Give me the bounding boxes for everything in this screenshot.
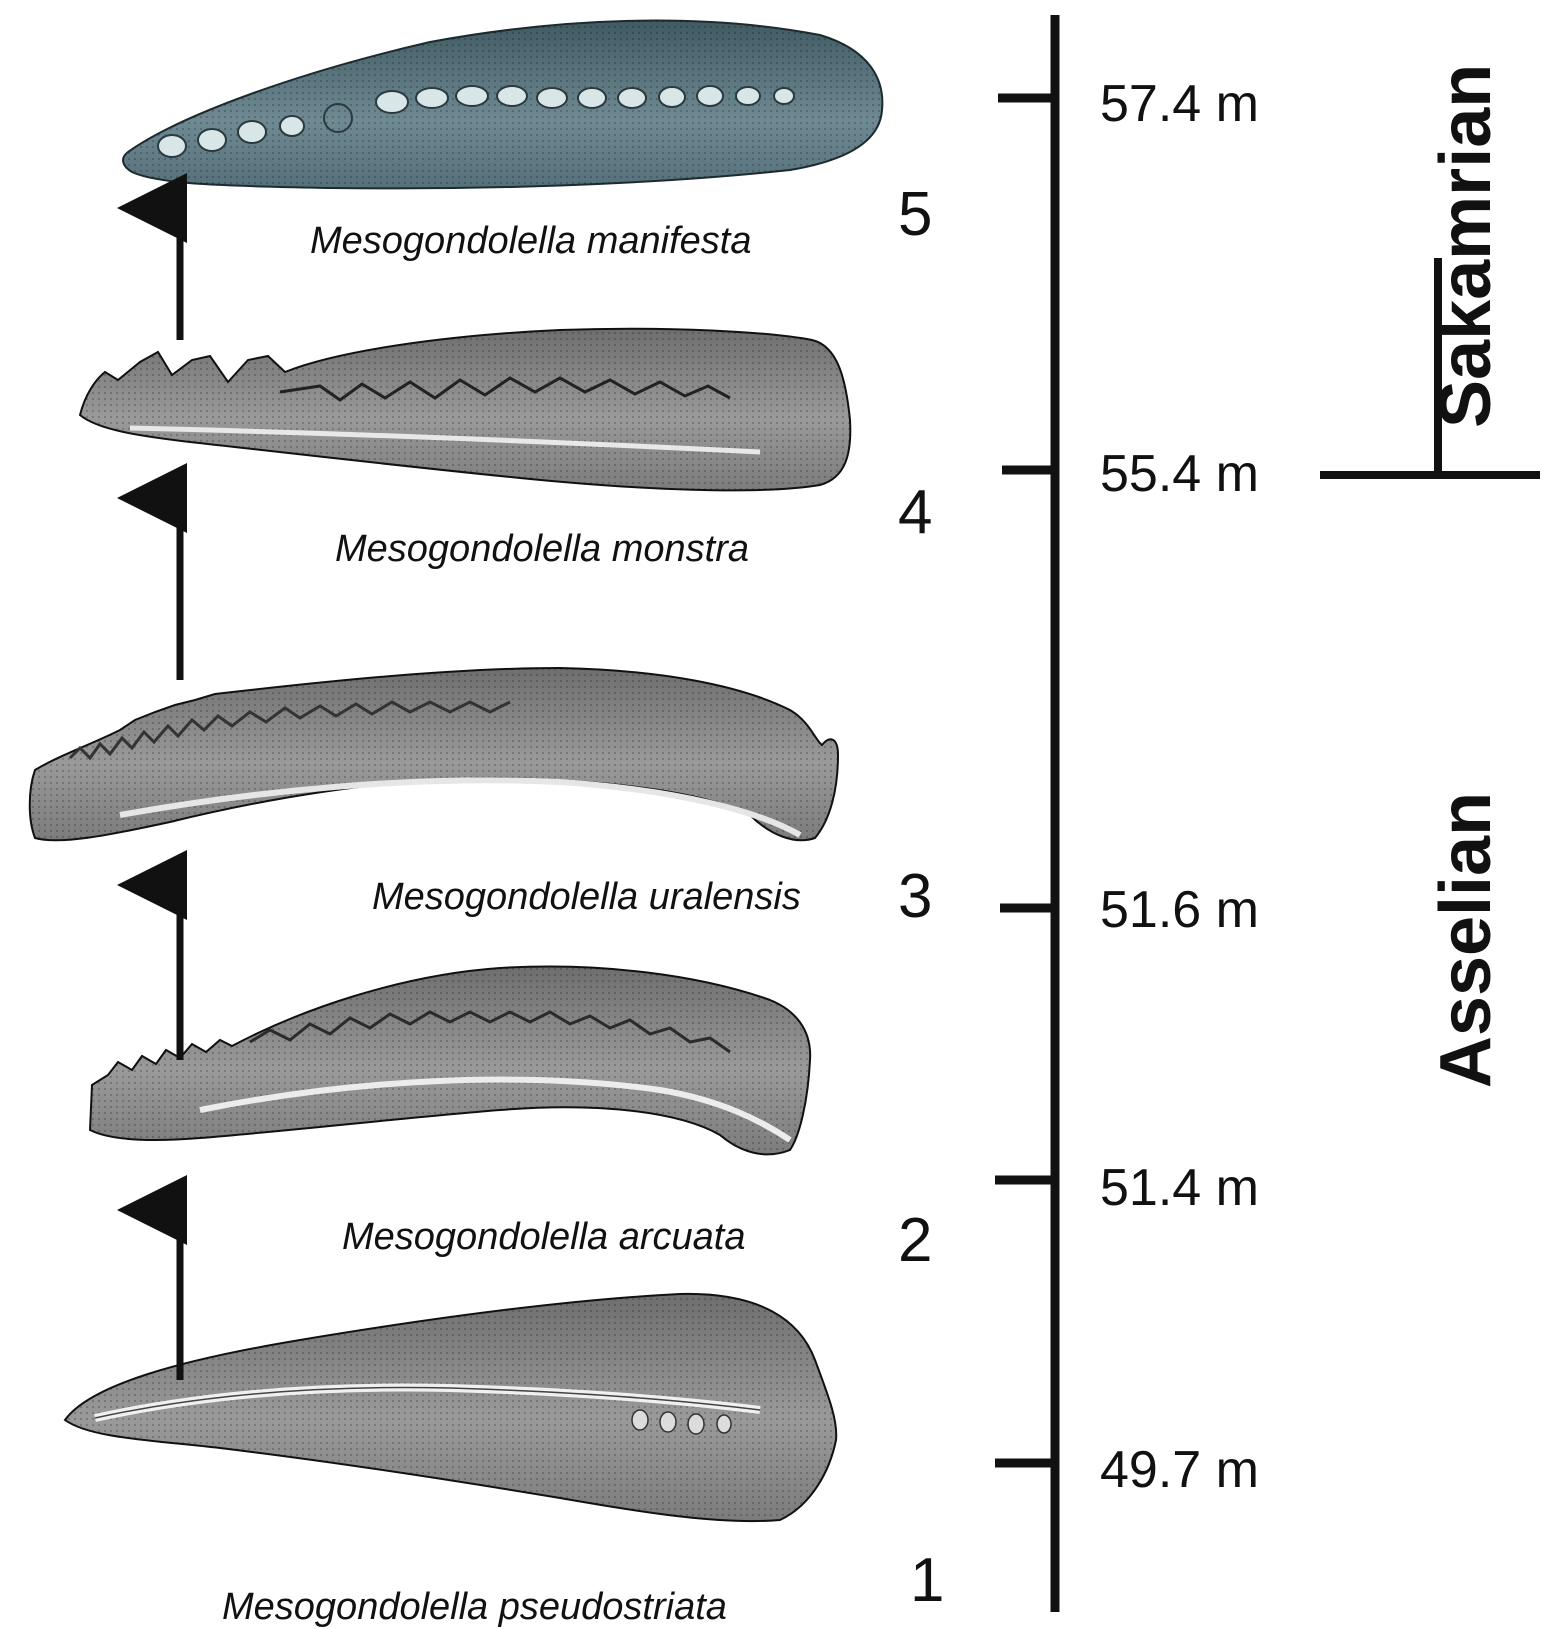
specimen-1-image [63,1292,838,1523]
specimen-number-3: 3 [898,862,933,931]
specimen-number-1: 1 [910,1546,945,1615]
specimen-number-4: 4 [898,478,933,547]
depth-label-51-4: 51.4 m [1100,1159,1259,1217]
species-label-2: Mesogondolella arcuata [342,1216,746,1258]
species-label-1: Mesogondolella pseudostriata [222,1586,727,1628]
depth-label-57-4: 57.4 m [1100,75,1259,133]
specimen-3-image [28,666,840,842]
specimen-number-5: 5 [898,180,933,249]
stage-label-asselian: Asselian [1426,791,1506,1089]
specimen-4-image [78,327,852,492]
specimen-2-image [88,965,812,1156]
species-label-5: Mesogondolella manifesta [310,220,752,262]
species-label-3: Mesogondolella uralensis [372,876,801,918]
stage-label-sakamrian: Sakamrian [1426,63,1506,428]
specimen-number-2: 2 [898,1206,933,1275]
species-label-4: Mesogondolella monstra [335,528,750,570]
depth-label-55-4: 55.4 m [1100,445,1259,503]
stage-boundary [1320,258,1540,479]
depth-axis [995,15,1060,1612]
depth-label-49-7: 49.7 m [1100,1441,1259,1499]
specimen-5-image [122,19,884,190]
depth-label-51-6: 51.6 m [1100,881,1259,939]
